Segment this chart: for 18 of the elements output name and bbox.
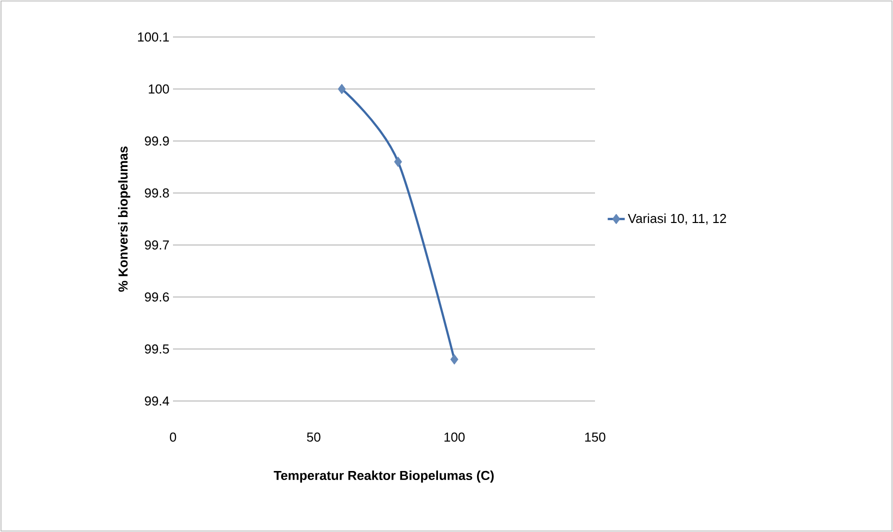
legend-label: Variasi 10, 11, 12 [628, 214, 726, 225]
y-tick-label: 100 [148, 84, 169, 94]
point [450, 354, 458, 365]
x-tick-label: 150 [585, 432, 606, 442]
y-tick-label: 99.6 [144, 292, 169, 302]
y-tick-label: 99.7 [144, 240, 169, 250]
x-tick-label: 0 [170, 432, 176, 442]
y-tick-label: 99.5 [144, 344, 169, 354]
x-axis-title: Temperatur Reaktor Biopelumas (C) [274, 470, 494, 483]
y-tick-label: 99.4 [144, 396, 170, 406]
y-axis-title: % Konversi biopelumas [118, 146, 130, 292]
x-tick-label: 100 [444, 432, 465, 442]
point [394, 156, 402, 168]
point [338, 84, 346, 94]
y-tick-label: 100.1 [138, 32, 169, 42]
x-tick-label: 50 [306, 432, 320, 442]
y-tick-label: 99.8 [144, 188, 169, 198]
y-tick-label: 99.9 [144, 136, 169, 146]
